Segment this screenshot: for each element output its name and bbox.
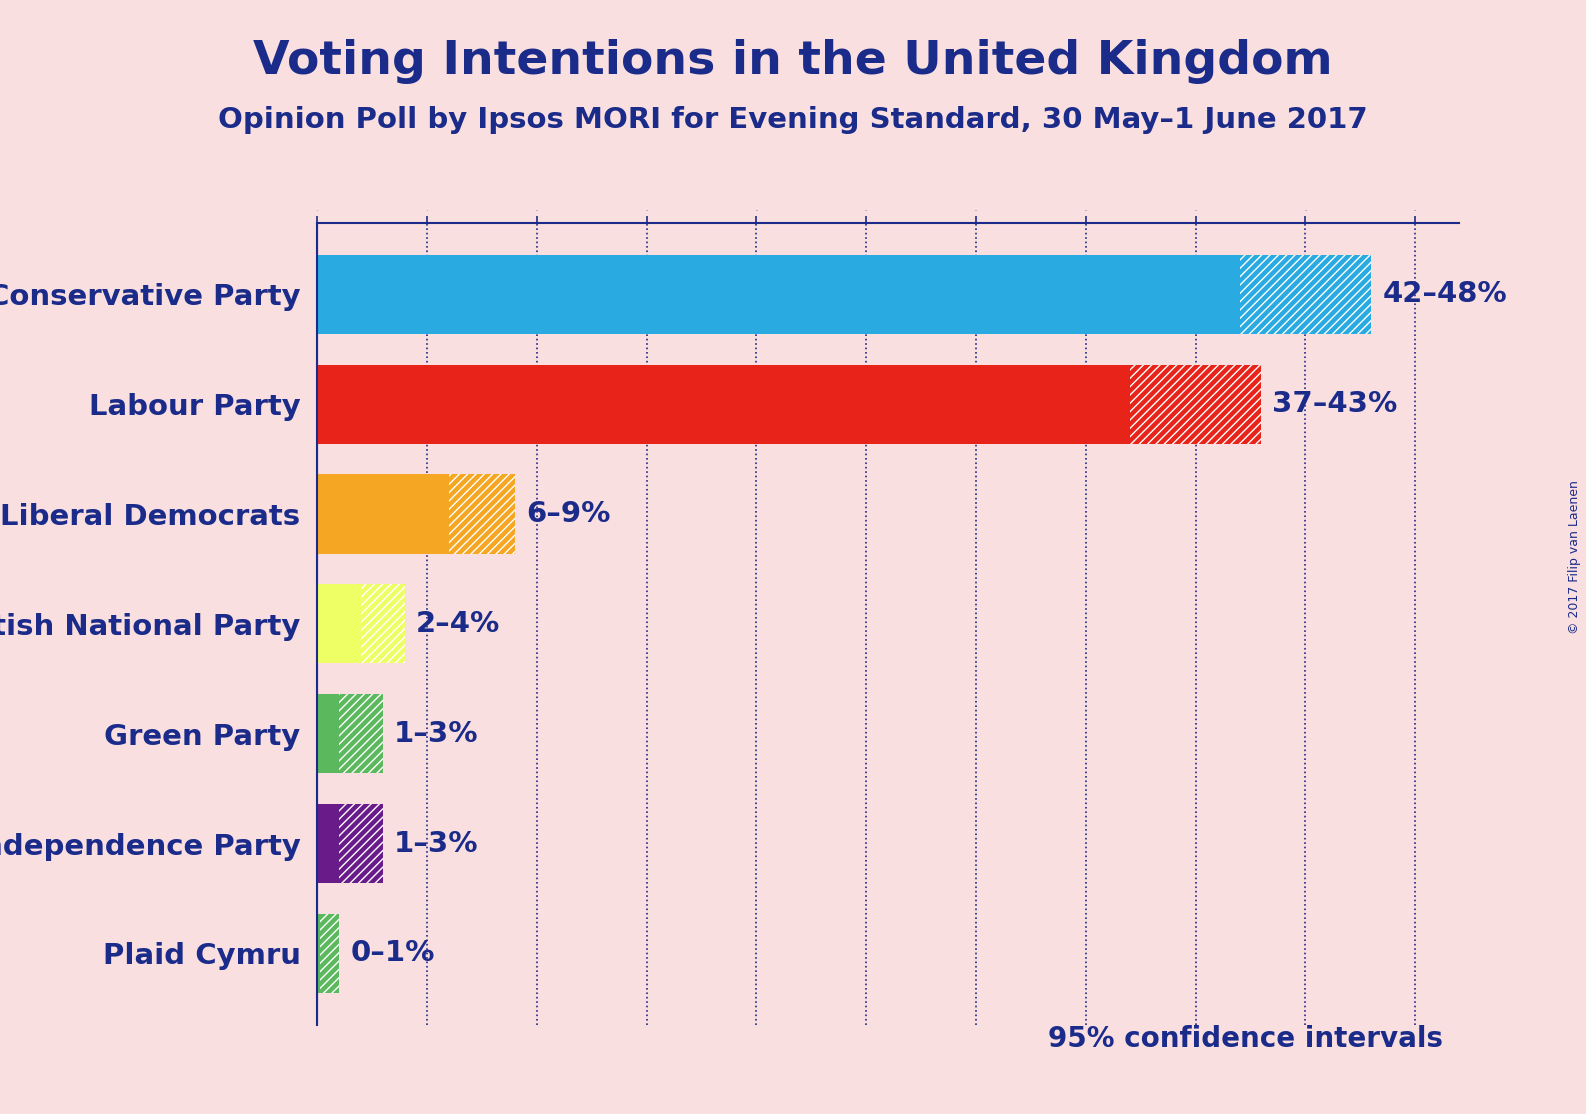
Text: 6–9%: 6–9% [527, 500, 611, 528]
Text: 37–43%: 37–43% [1272, 390, 1397, 418]
Bar [317, 255, 1240, 334]
Bar [339, 804, 384, 883]
Bar [317, 804, 339, 883]
Text: Opinion Poll by Ipsos MORI for Evening Standard, 30 May–1 June 2017: Opinion Poll by Ipsos MORI for Evening S… [219, 106, 1367, 134]
Text: 95% confidence intervals: 95% confidence intervals [1048, 1025, 1443, 1053]
Bar [339, 694, 384, 773]
Text: 2–4%: 2–4% [416, 609, 500, 638]
Text: 42–48%: 42–48% [1383, 281, 1507, 309]
Bar [317, 584, 362, 664]
Text: © 2017 Filip van Laenen: © 2017 Filip van Laenen [1569, 480, 1581, 634]
Text: Voting Intentions in the United Kingdom: Voting Intentions in the United Kingdom [254, 39, 1332, 84]
Bar [449, 475, 515, 554]
Text: 1–3%: 1–3% [393, 830, 479, 858]
Bar [1240, 255, 1372, 334]
Bar [317, 364, 1129, 443]
Bar [317, 694, 339, 773]
Text: 1–3%: 1–3% [393, 720, 479, 747]
Bar [317, 475, 449, 554]
Bar [1129, 364, 1261, 443]
Bar [362, 584, 404, 664]
Text: 0–1%: 0–1% [351, 939, 435, 967]
Bar [317, 913, 320, 993]
Bar [320, 913, 339, 993]
